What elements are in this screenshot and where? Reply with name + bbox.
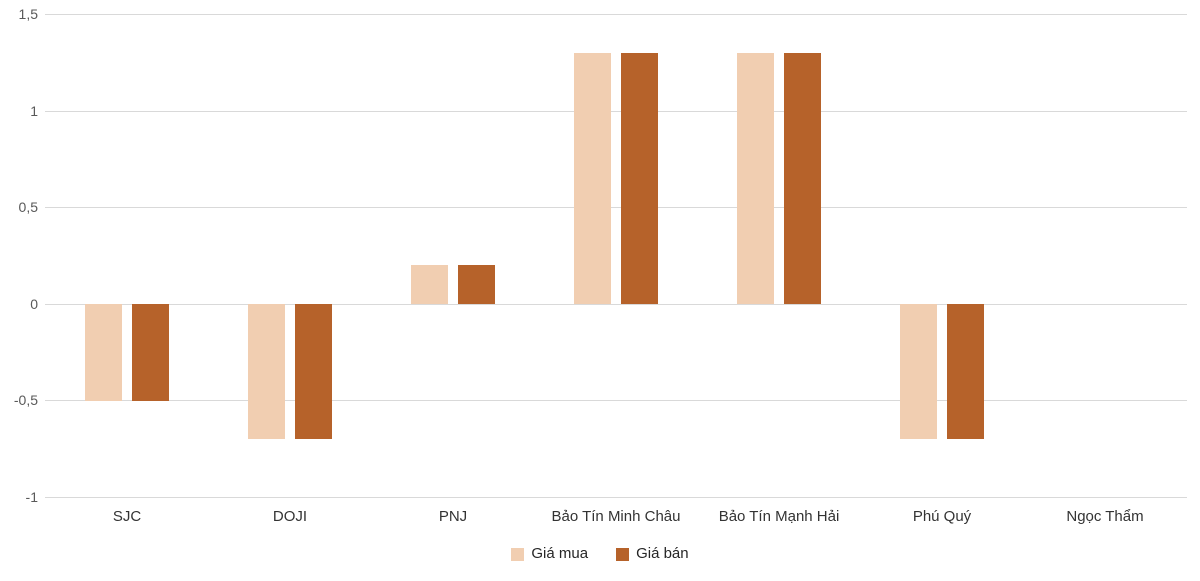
gridline-1_5 (45, 14, 1187, 15)
bar-gia-ban-doji (295, 304, 332, 439)
x-tick-label-doji: DOJI (272, 508, 308, 525)
y-tick-label: -0,5 (13, 392, 38, 408)
legend-label-gia-ban: Giá bán (636, 545, 689, 562)
gridline-0_5 (45, 207, 1187, 208)
gridline--0_5 (45, 400, 1187, 401)
bar-gia-mua-pnj (411, 265, 448, 304)
legend-label-gia-mua: Giá mua (531, 545, 589, 562)
bar-gia-ban-pnj (458, 265, 495, 304)
bar-gia-mua-phu-quy (900, 304, 937, 439)
y-tick-label: 1 (30, 103, 38, 119)
x-tick-label-phu-quy: Phú Quý (912, 508, 972, 525)
bar-gia-mua-sjc (85, 304, 122, 401)
y-tick-label: 0 (30, 296, 38, 312)
legend: Giá mua Giá bán (0, 546, 1200, 562)
bar-gia-mua-bao-tin-manh-hai (737, 53, 774, 304)
legend-swatch-gia-mua (511, 547, 525, 561)
y-tick-label: 0,5 (18, 199, 38, 215)
bar-gia-mua-bao-tin-minh-chau (574, 53, 611, 304)
gridline--1 (45, 497, 1187, 498)
x-tick-label-bao-tin-manh-hai: Bảo Tín Mạnh Hải (718, 508, 840, 525)
gridline-0 (45, 304, 1187, 305)
legend-swatch-gia-ban (616, 547, 630, 561)
bar-gia-ban-bao-tin-manh-hai (784, 53, 821, 304)
bar-gia-ban-bao-tin-minh-chau (621, 53, 658, 304)
gridline-1 (45, 111, 1187, 112)
x-tick-label-bao-tin-minh-chau: Bảo Tín Minh Châu (551, 508, 681, 525)
legend-item-gia-mua: Giá mua (511, 546, 588, 562)
x-tick-label-sjc: SJC (112, 508, 142, 525)
legend-item-gia-ban: Giá bán (616, 546, 689, 562)
x-tick-label-ngoc-tham: Ngọc Thẩm (1066, 508, 1144, 525)
bar-gia-ban-phu-quy (947, 304, 984, 439)
x-tick-label-pnj: PNJ (438, 508, 468, 525)
bar-gia-mua-doji (248, 304, 285, 439)
bar-gia-ban-sjc (132, 304, 169, 401)
y-tick-label: -1 (25, 489, 38, 505)
y-tick-label: 1,5 (18, 6, 38, 22)
